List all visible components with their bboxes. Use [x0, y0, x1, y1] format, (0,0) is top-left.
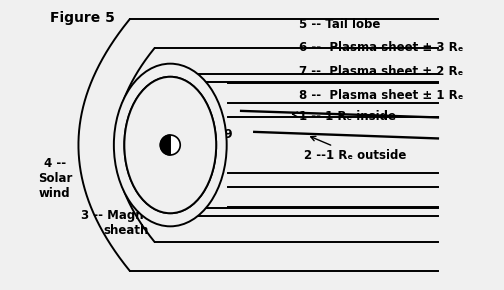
Text: 6 --  Plasma sheet ± 3 Rₑ: 6 -- Plasma sheet ± 3 Rₑ [299, 41, 463, 55]
Text: 1 -- 1 Rₑ inside: 1 -- 1 Rₑ inside [292, 110, 396, 123]
Text: 5 -- Tail lobe: 5 -- Tail lobe [299, 18, 380, 31]
Ellipse shape [114, 64, 227, 226]
Polygon shape [160, 135, 170, 155]
Text: 7 --  Plasma sheet ± 2 Rₑ: 7 -- Plasma sheet ± 2 Rₑ [299, 65, 463, 78]
Text: 0 -- Inner
M-sphere: 0 -- Inner M-sphere [137, 142, 199, 169]
Text: 9: 9 [224, 128, 232, 141]
Ellipse shape [124, 77, 216, 213]
Ellipse shape [124, 77, 216, 213]
Text: 4 --
Solar
wind: 4 -- Solar wind [38, 157, 72, 200]
Text: Figure 5: Figure 5 [49, 11, 114, 25]
Circle shape [160, 135, 180, 155]
Text: 2 --1 Rₑ outside: 2 --1 Rₑ outside [304, 136, 406, 162]
Text: 8 --  Plasma sheet ± 1 Rₑ: 8 -- Plasma sheet ± 1 Rₑ [299, 89, 463, 102]
Text: 3 -- Magneto-
sheath: 3 -- Magneto- sheath [81, 209, 170, 237]
